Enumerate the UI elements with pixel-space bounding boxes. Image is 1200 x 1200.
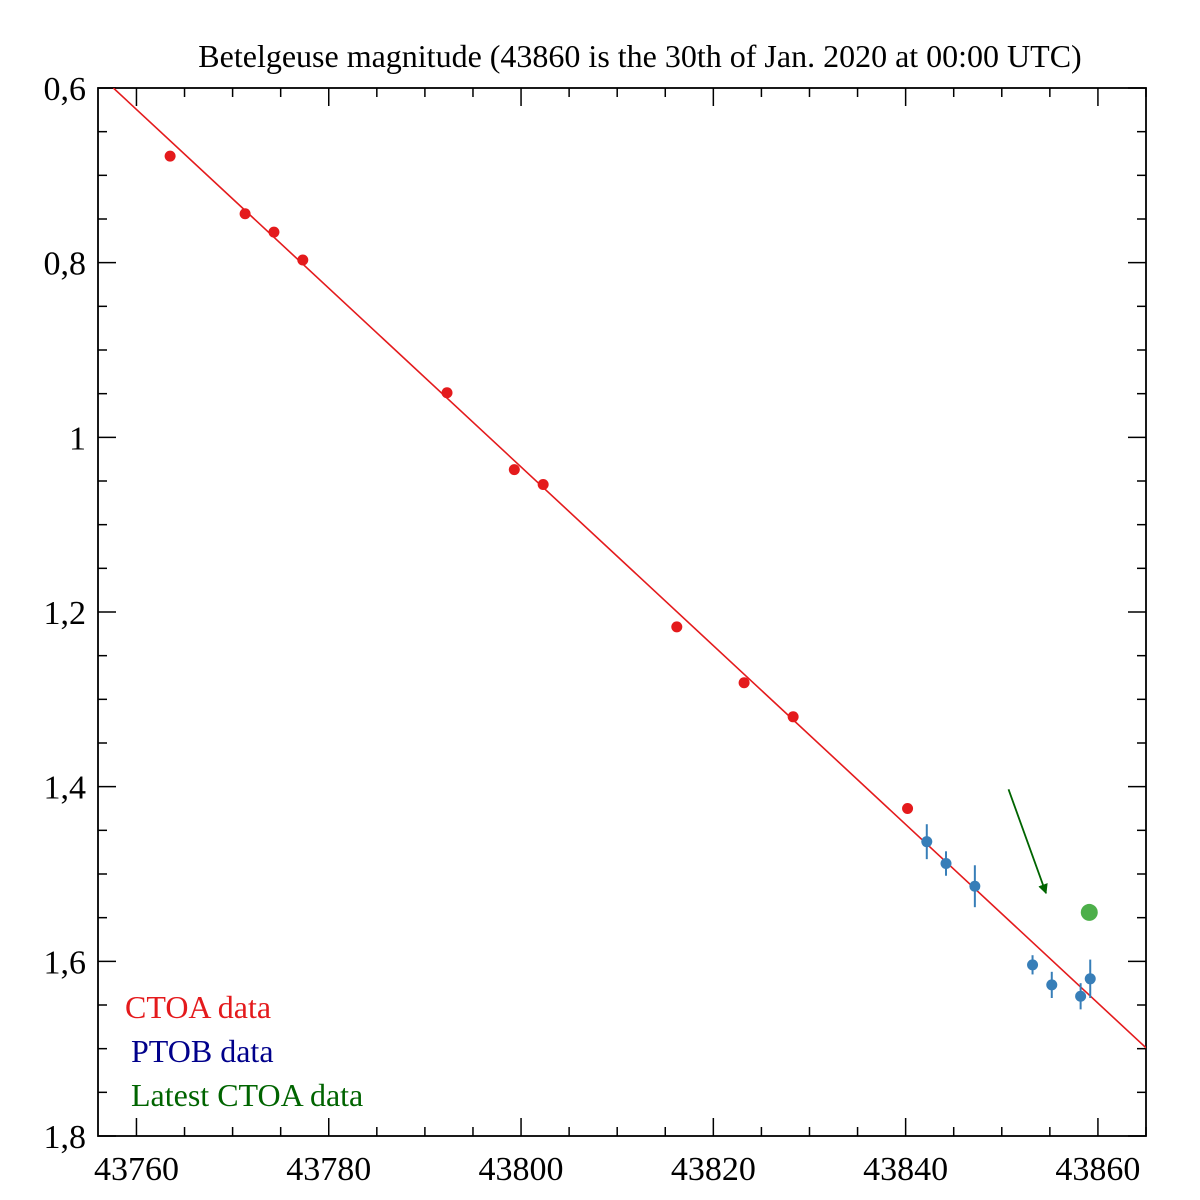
- y-tick-label: 1,4: [44, 770, 87, 807]
- ptob-point: [1046, 979, 1058, 991]
- x-tick-label: 43760: [94, 1151, 179, 1188]
- ctoa-point: [787, 711, 799, 723]
- ptob-point: [1027, 959, 1039, 971]
- latest-ctoa-point: [1080, 903, 1098, 921]
- x-tick-label: 43840: [863, 1151, 948, 1188]
- plot-frame: [97, 87, 1147, 1137]
- y-tick-label: 0,6: [44, 71, 87, 108]
- ctoa-point: [164, 150, 176, 162]
- y-tick-label: 1,6: [44, 944, 87, 981]
- ptob-point: [940, 858, 952, 870]
- x-tick-label: 43780: [286, 1151, 371, 1188]
- ctoa-point: [671, 621, 683, 633]
- x-tick-label: 43820: [671, 1151, 756, 1188]
- legend-ptob-label: PTOB data: [131, 1033, 274, 1069]
- ptob-point: [969, 880, 981, 892]
- ctoa-point: [902, 803, 914, 814]
- x-tick-label: 43860: [1055, 1151, 1140, 1188]
- ctoa-point: [738, 677, 750, 689]
- ptob-point: [921, 836, 933, 848]
- fit-line: [112, 88, 1146, 1049]
- ctoa-point: [508, 464, 520, 476]
- ctoa-point: [297, 254, 309, 266]
- legend: CTOA data PTOB data Latest CTOA data: [125, 989, 363, 1113]
- chart-title: Betelgeuse magnitude (43860 is the 30th …: [198, 38, 1081, 74]
- ctoa-point: [268, 226, 280, 238]
- y-tick-label: 1: [69, 420, 86, 457]
- x-tick-label: 43800: [479, 1151, 564, 1188]
- annotation-arrow: [1007, 788, 1048, 895]
- legend-ctoa-label: CTOA data: [125, 989, 271, 1025]
- y-tick-label: 1,8: [44, 1119, 87, 1156]
- y-tick-label: 1,2: [44, 595, 87, 632]
- ctoa-point: [537, 478, 549, 490]
- ptob-point: [1075, 990, 1087, 1002]
- ctoa-point: [239, 208, 251, 220]
- ctoa-point: [441, 387, 453, 399]
- y-tick-label: 0,8: [44, 246, 87, 283]
- legend-latest-ctoa-label: Latest CTOA data: [131, 1077, 363, 1113]
- ptob-point: [1084, 973, 1096, 985]
